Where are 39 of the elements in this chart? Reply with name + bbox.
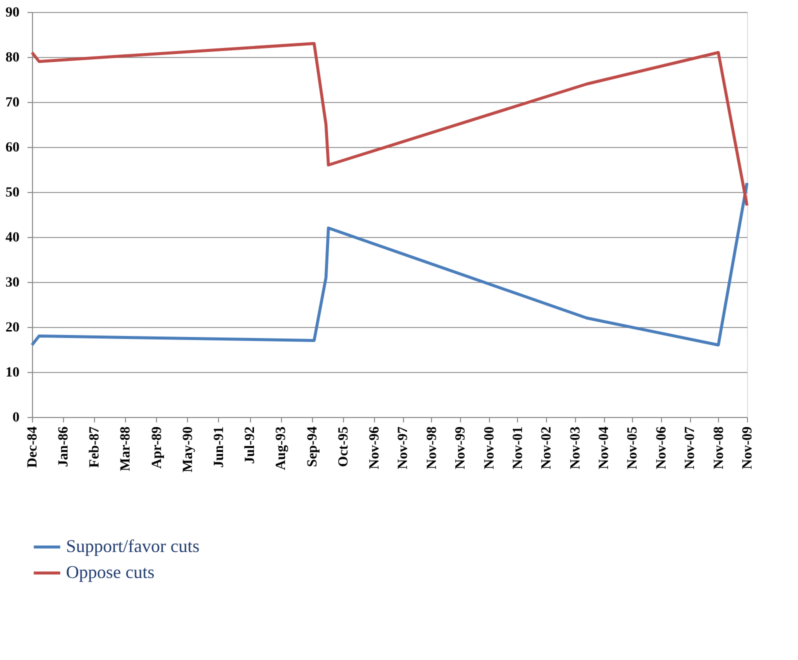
y-tick-label: 10 bbox=[6, 366, 20, 380]
y-tick-label: 0 bbox=[12, 410, 20, 426]
x-tick-label: Nov-08 bbox=[712, 426, 727, 470]
y-tick-label: 20 bbox=[6, 320, 20, 336]
legend-label: Support/favor cuts bbox=[66, 536, 200, 556]
x-tick-label: Jul-92 bbox=[243, 426, 258, 464]
x-tick-label: Nov-06 bbox=[654, 426, 670, 470]
x-tick-label: Nov-00 bbox=[482, 426, 498, 470]
x-tick-label: Oct-95 bbox=[336, 426, 352, 467]
y-tick-label: 50 bbox=[6, 186, 20, 200]
x-tick-label: Nov-05 bbox=[626, 426, 641, 470]
x-tick-label: Nov-02 bbox=[540, 426, 555, 470]
x-tick-label: Nov-01 bbox=[510, 426, 526, 470]
x-tick-label: Dec-84 bbox=[26, 426, 40, 468]
x-tick-label: Nov-03 bbox=[568, 426, 584, 470]
y-tick-label: 40 bbox=[6, 230, 20, 246]
y-tick-label: 70 bbox=[6, 96, 20, 110]
x-tick-label: Mar-88 bbox=[118, 426, 134, 472]
x-tick-label: May-90 bbox=[180, 426, 196, 472]
x-tick-label: Feb-87 bbox=[88, 426, 103, 468]
x-tick-label: Nov-09 bbox=[740, 426, 756, 470]
x-tick-label: Nov-99 bbox=[454, 426, 469, 470]
y-tick-label: 30 bbox=[6, 276, 20, 290]
x-tick-label: Aug-93 bbox=[274, 426, 290, 470]
x-tick-label: Jun-91 bbox=[212, 426, 227, 468]
x-tick-label: Apr-89 bbox=[150, 426, 165, 469]
x-tick-label: Nov-07 bbox=[683, 426, 698, 470]
line-series bbox=[30, 42, 748, 207]
y-tick-label: 80 bbox=[6, 50, 20, 66]
x-tick-label: Nov-98 bbox=[424, 426, 440, 470]
legend-label: Oppose cuts bbox=[66, 562, 154, 582]
line-series bbox=[30, 182, 748, 346]
y-tick-label: 90 bbox=[6, 6, 20, 20]
y-tick-label: 60 bbox=[6, 140, 20, 156]
x-tick-label: Jan-86 bbox=[56, 426, 72, 467]
x-tick-label: Nov-97 bbox=[396, 426, 412, 470]
x-tick-label: Nov-04 bbox=[597, 426, 612, 470]
x-tick-label: Nov-96 bbox=[367, 426, 382, 470]
x-tick-label: Sep-94 bbox=[305, 426, 320, 467]
